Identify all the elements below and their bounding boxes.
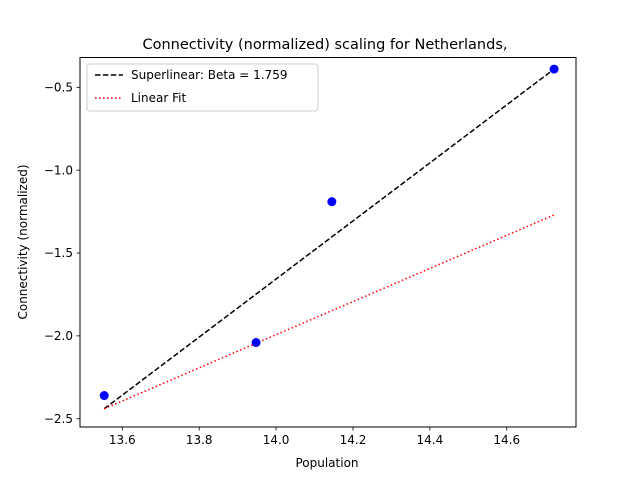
data-point xyxy=(549,64,559,74)
x-axis-label: Population xyxy=(295,456,358,470)
legend-label-linear-fit: Linear Fit xyxy=(131,91,186,105)
chart-title: Connectivity (normalized) scaling for Ne… xyxy=(143,37,508,53)
y-tick-label: −2.5 xyxy=(44,412,73,426)
x-tick-label: 14.6 xyxy=(493,433,520,447)
plot-frame xyxy=(79,57,577,428)
x-tick-label: 14.4 xyxy=(417,433,444,447)
legend-label-superlinear: Superlinear: Beta = 1.759 xyxy=(131,68,287,82)
data-point xyxy=(327,197,337,207)
x-axis: 13.6 13.8 14.0 14.2 14.4 14.6 xyxy=(109,427,520,447)
superlinear-fit-line xyxy=(103,68,555,410)
legend-box xyxy=(86,63,319,112)
y-tick-label: −0.5 xyxy=(44,81,73,95)
y-tick-label: −1.0 xyxy=(44,163,73,177)
data-point xyxy=(251,337,261,347)
legend: Superlinear: Beta = 1.759 Linear Fit xyxy=(86,63,319,112)
x-tick-label: 13.6 xyxy=(109,433,136,447)
plot-area xyxy=(99,64,559,410)
linear-fit-line xyxy=(103,214,555,410)
data-point xyxy=(99,391,109,401)
y-axis: −2.5 −2.0 −1.5 −1.0 −0.5 xyxy=(44,81,80,426)
x-tick-label: 14.2 xyxy=(340,433,367,447)
x-tick-label: 13.8 xyxy=(186,433,213,447)
y-tick-label: −1.5 xyxy=(44,246,73,260)
x-tick-label: 14.0 xyxy=(263,433,290,447)
y-axis-label: Connectivity (normalized) xyxy=(16,164,30,319)
y-tick-label: −2.0 xyxy=(44,329,73,343)
